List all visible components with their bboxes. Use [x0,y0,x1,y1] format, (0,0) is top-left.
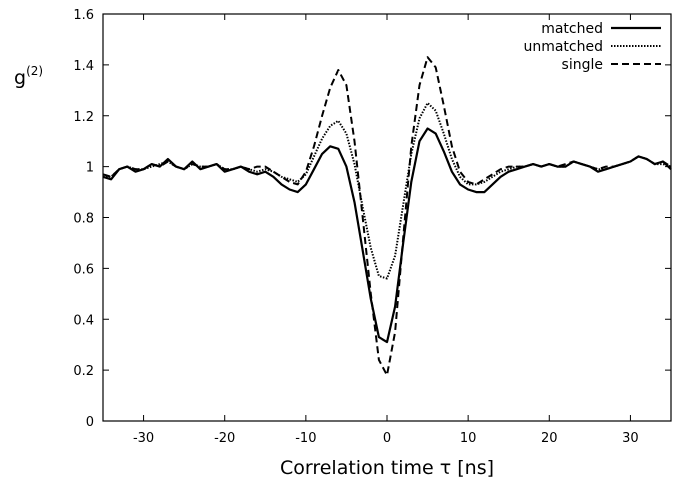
x-tick-label: 20 [541,431,558,446]
y-tick-label: 0 [86,415,94,430]
y-tick-label: 1 [86,161,94,176]
x-tick-label: 30 [622,431,639,446]
axis-ticks [103,13,671,422]
y-tick-label: 0.8 [73,212,94,227]
series-line-single [102,56,672,377]
x-axis-label: Correlation time τ [ns] [280,457,494,479]
y-tick-label: 1.6 [73,8,94,23]
y-tick-label: 0.2 [73,364,94,379]
legend-label-matched: matched [541,21,603,37]
y-tick-label: 1.4 [73,59,94,74]
axis-tick-labels: -30 -20 -10 0 10 20 30 0 0.2 0.4 0.6 0.8 1 1.2 1.4 1.6 [73,8,638,446]
y-axis-label-superscript: (2) [26,64,43,78]
x-tick-label: -20 [214,431,235,446]
y-tick-label: 0.6 [73,262,94,277]
x-tick-label: -10 [295,431,316,446]
legend-label-single: single [562,57,603,73]
x-tick-label: -30 [133,431,154,446]
y-tick-label: 1.2 [73,110,94,125]
legend: matched unmatched single [523,21,661,73]
plot-area [102,56,672,377]
x-tick-label: 0 [383,431,391,446]
legend-label-unmatched: unmatched [523,39,603,55]
y-axis-label: g(2) [14,64,43,89]
y-axis-label-base: g [14,67,26,89]
x-tick-label: 10 [460,431,477,446]
y-tick-label: 0.4 [73,313,94,328]
